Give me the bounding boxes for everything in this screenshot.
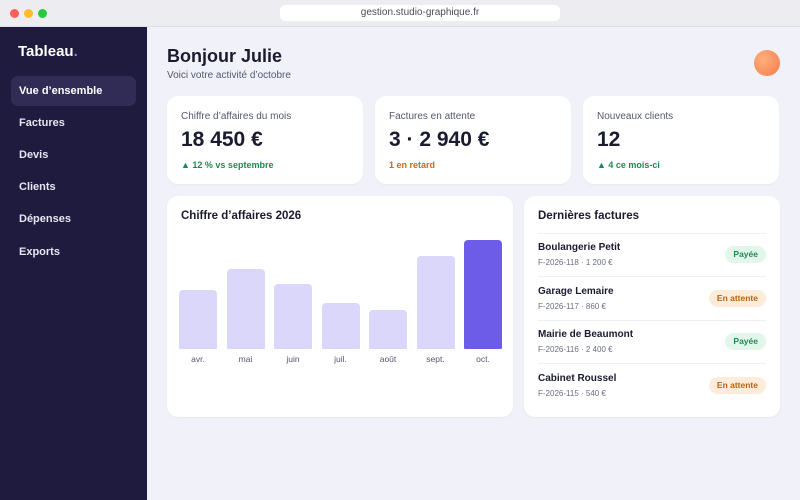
sidebar-item-expenses[interactable]: Dépenses [19, 213, 71, 225]
status-badge: En attente [708, 290, 766, 307]
chart-bar[interactable] [226, 269, 265, 349]
invoice-meta: F-2026-117 · 860 € [538, 302, 606, 311]
divider [538, 233, 766, 234]
stat-card-new-clients: Nouveaux clients 12 ▲ 4 ce mois-ci [583, 96, 779, 184]
invoice-row[interactable]: Boulangerie Petit F-2026-118 · 1 200 € P… [538, 234, 766, 277]
main-content: Bonjour Julie Voici votre activité d’oct… [147, 27, 800, 500]
sidebar-item-invoices[interactable]: Factures [19, 117, 65, 129]
sidebar: Tableau. Vue d’ensemble Factures Devis C… [0, 27, 147, 500]
status-badge: Payée [725, 246, 766, 263]
divider [538, 276, 766, 277]
brand-name: Tableau [18, 43, 74, 60]
invoice-meta: F-2026-118 · 1 200 € [538, 258, 613, 267]
invoice-row[interactable]: Cabinet Roussel F-2026-115 · 540 € En at… [538, 365, 766, 408]
stat-card-pending-invoices: Factures en attente 3 · 2 940 € 1 en ret… [375, 96, 571, 184]
chart-bar[interactable] [321, 303, 360, 349]
stat-label: Nouveaux clients [597, 111, 674, 122]
status-badge: Payée [725, 333, 766, 350]
sidebar-item-quotes[interactable]: Devis [19, 149, 49, 161]
invoice-row[interactable]: Garage Lemaire F-2026-117 · 860 € En att… [538, 278, 766, 321]
invoice-meta: F-2026-116 · 2 400 € [538, 345, 613, 354]
invoice-meta: F-2026-115 · 540 € [538, 389, 606, 398]
chart-x-tick-label: avr. [191, 354, 205, 364]
chart-x-axis: avr. mai juin juil. août sept. oct. [179, 354, 502, 366]
chart-x-tick-label: oct. [476, 354, 490, 364]
divider [538, 363, 766, 364]
stat-value: 12 [597, 128, 621, 151]
chart-x-tick-label: juil. [334, 354, 347, 364]
revenue-chart-card: Chiffre d’affaires 2026 avr. mai juin juil.… [167, 196, 513, 417]
chart-x-tick-label: août [379, 354, 397, 364]
invoice-client: Boulangerie Petit [538, 242, 621, 253]
sidebar-item-exports[interactable]: Exports [19, 246, 60, 258]
divider [538, 320, 766, 321]
stat-label: Factures en attente [389, 111, 476, 122]
status-badge: En attente [708, 377, 766, 394]
stat-trend: ▲ 4 ce mois-ci [597, 160, 660, 170]
chart-title: Chiffre d’affaires 2026 [181, 210, 302, 222]
stat-value: 3 · 2 940 € [389, 128, 490, 151]
user-avatar[interactable] [754, 50, 780, 76]
stat-card-revenue: Chiffre d’affaires du mois 18 450 € ▲ 12… [167, 96, 363, 184]
sidebar-item-overview[interactable]: Vue d’ensemble [11, 76, 136, 106]
chart-bar[interactable] [416, 256, 455, 349]
chart-bar[interactable] [464, 240, 502, 349]
invoice-client: Garage Lemaire [538, 286, 614, 297]
recent-invoices-card: Dernières factures Boulangerie Petit F-2… [524, 196, 780, 417]
recent-invoices-title: Dernières factures [538, 210, 639, 222]
minimize-window-button[interactable] [24, 9, 33, 18]
invoice-client: Cabinet Roussel [538, 373, 617, 384]
maximize-window-button[interactable] [38, 9, 47, 18]
app-logo[interactable]: Tableau. [18, 43, 78, 60]
page-subtitle: Voici votre activité d’octobre [167, 70, 291, 81]
chart-x-tick-label: juin [286, 354, 300, 364]
close-window-button[interactable] [10, 9, 19, 18]
stat-value: 18 450 € [181, 128, 263, 151]
address-bar[interactable]: gestion.studio-graphique.fr [280, 5, 560, 21]
page-title: Bonjour Julie [167, 46, 283, 66]
invoice-client: Mairie de Beaumont [538, 329, 634, 340]
stat-warning: 1 en retard [389, 160, 436, 170]
chart-bar[interactable] [179, 290, 217, 349]
stat-trend: ▲ 12 % vs septembre [181, 160, 274, 170]
chart-plot-area [179, 240, 502, 349]
sidebar-item-clients[interactable]: Clients [19, 181, 56, 193]
stat-label: Chiffre d’affaires du mois [181, 111, 292, 122]
brand-dot: . [73, 43, 78, 60]
browser-titlebar: gestion.studio-graphique.fr [0, 0, 800, 27]
chart-x-tick-label: sept. [426, 354, 445, 364]
chart-bar[interactable] [274, 284, 312, 349]
invoice-row[interactable]: Mairie de Beaumont F-2026-116 · 2 400 € … [538, 321, 766, 364]
chart-bar[interactable] [369, 310, 407, 349]
chart-x-tick-label: mai [238, 354, 253, 364]
